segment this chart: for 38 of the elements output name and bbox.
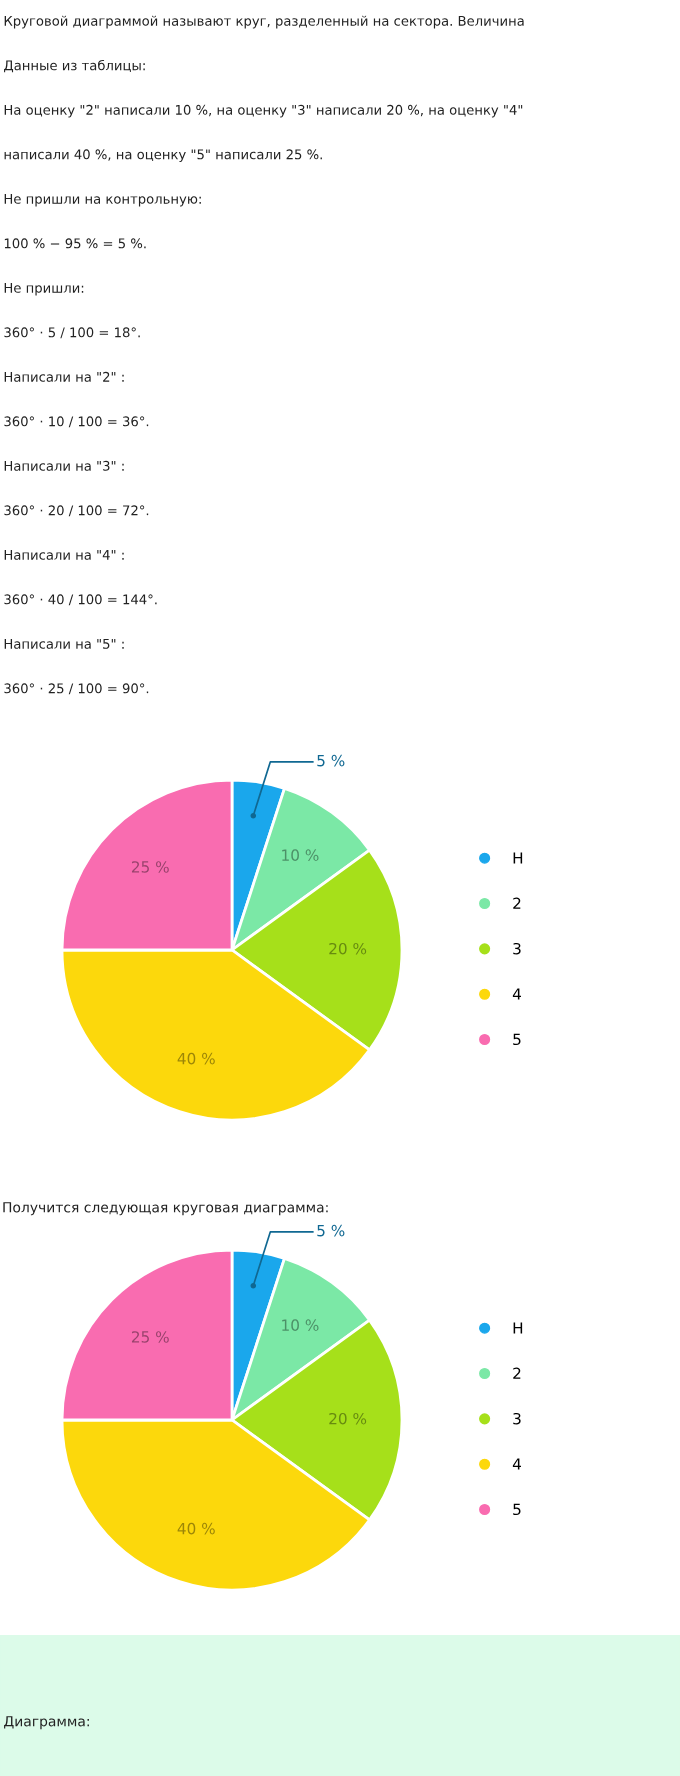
- data-label: 10 %: [282, 849, 319, 861]
- legend-label: 5: [513, 1503, 521, 1516]
- legend-label: 2: [513, 1367, 521, 1379]
- text: 360° · 10 / 100 = 36°.: [4, 416, 149, 428]
- legend-label: Н: [513, 1322, 523, 1334]
- text: 360° · 25 / 100 = 90°.: [4, 683, 149, 695]
- legend-label: 3: [513, 1412, 521, 1425]
- data-label: 10 %: [282, 1319, 319, 1331]
- text: Не пришли:: [4, 283, 84, 296]
- text: Данные из таблицы:: [4, 59, 145, 73]
- data-label: 25 %: [131, 1331, 169, 1343]
- data-label: 40 %: [177, 1522, 215, 1535]
- data-label: 20 %: [329, 942, 367, 955]
- legend-label: 5: [513, 1033, 521, 1046]
- data-label: 25 %: [131, 861, 169, 873]
- chart-title: Получится следующая круговая диаграмма:: [3, 1202, 328, 1216]
- text: 100 % − 95 % = 5 %.: [4, 238, 146, 249]
- text: Круговой диаграммой называют круг, разделенный на сектора. Величина: [4, 15, 524, 29]
- legend-label: 2: [513, 897, 521, 909]
- data-label: 40 %: [177, 1052, 215, 1065]
- text: На оценку "2" написали 10 %, на оценку "3" написали 20 %, на оценку "4": [4, 104, 523, 118]
- text: 360° · 40 / 100 = 144°.: [4, 594, 157, 606]
- text: Написали на "4" :: [4, 550, 124, 560]
- legend-label: 3: [513, 942, 521, 955]
- legend-label: Н: [513, 852, 523, 864]
- text: Написали на "2" :: [4, 371, 124, 382]
- text: 360° · 5 / 100 = 18°.: [4, 327, 140, 339]
- legend-label: 4: [512, 1458, 521, 1470]
- text: Написали на "3" :: [4, 460, 124, 471]
- text: Написали на "5" :: [4, 639, 124, 649]
- text: Не пришли на контрольную:: [4, 194, 201, 207]
- data-label: 20 %: [329, 1412, 367, 1425]
- text: написали 40 %, на оценку "5" написали 25 %.: [4, 149, 322, 162]
- text: 360° · 20 / 100 = 72°.: [4, 505, 149, 517]
- data-label: 5 %: [317, 754, 345, 767]
- text: Диаграмма:: [4, 1716, 89, 1730]
- legend-label: 4: [512, 988, 521, 1000]
- data-label: 5 %: [317, 1224, 345, 1237]
